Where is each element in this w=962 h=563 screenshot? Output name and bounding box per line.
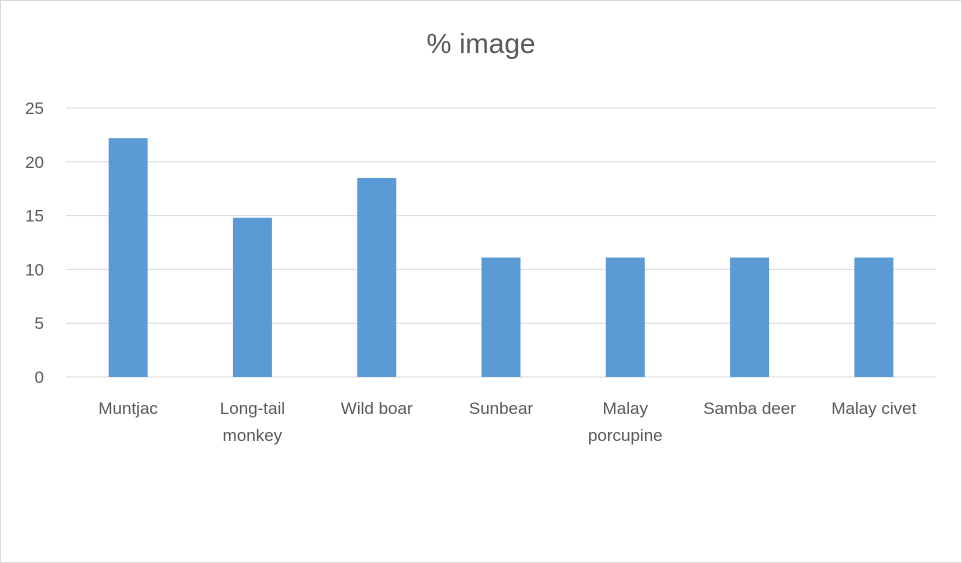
x-category-label: Sunbear (469, 399, 534, 418)
y-tick-label: 5 (35, 314, 44, 333)
bar (481, 257, 521, 377)
y-tick-label: 20 (25, 153, 44, 172)
bar (232, 217, 272, 377)
y-tick-label: 10 (25, 260, 44, 279)
x-category-label: Wild boar (341, 399, 413, 418)
y-tick-label: 15 (25, 207, 44, 226)
x-category-label: Muntjac (98, 399, 158, 418)
x-category-label: monkey (223, 426, 283, 445)
y-tick-label: 25 (25, 99, 44, 118)
x-category-label: Malay (603, 399, 649, 418)
y-tick-label: 0 (35, 368, 44, 387)
x-category-label: Long-tail (220, 399, 285, 418)
bars (108, 138, 894, 377)
bar (730, 257, 770, 377)
bar (605, 257, 645, 377)
x-axis-labels: Muntjac Long-tail monkey Wild boar Sunbear Ma… (98, 399, 916, 445)
bar (854, 257, 894, 377)
x-category-label: Samba deer (703, 399, 796, 418)
bar (108, 138, 148, 377)
y-axis-ticks: 0 5 10 15 20 25 (25, 99, 44, 387)
x-category-label: Malay civet (831, 399, 916, 418)
chart-title: % image (426, 28, 536, 59)
x-category-label: porcupine (588, 426, 663, 445)
bar (357, 177, 397, 377)
